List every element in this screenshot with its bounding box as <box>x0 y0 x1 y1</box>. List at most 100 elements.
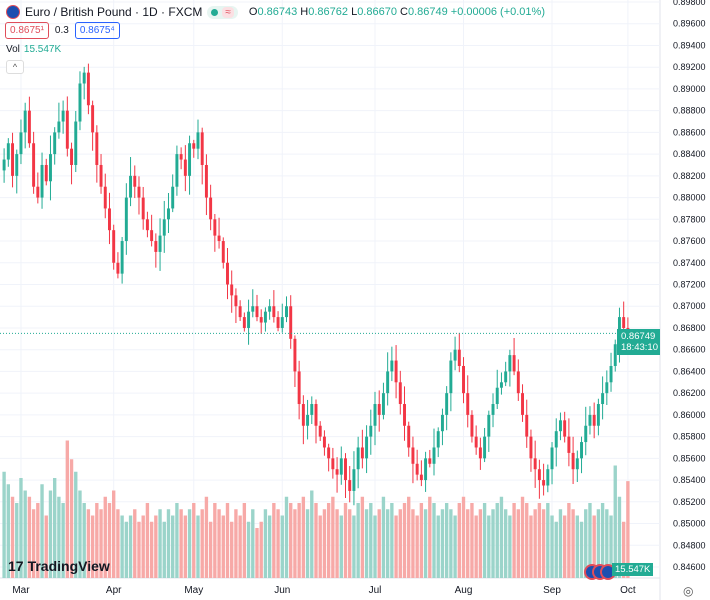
volume-bar <box>529 515 533 578</box>
candle-body <box>82 72 86 84</box>
volume-bar <box>310 490 314 578</box>
candle-body <box>449 360 453 394</box>
volume-bar <box>558 509 563 578</box>
volume-bar <box>596 509 601 578</box>
volume-bar <box>314 503 318 578</box>
candle-body <box>154 241 158 252</box>
candle-body <box>259 317 263 323</box>
candle-body <box>242 317 246 328</box>
volume-bar <box>487 515 491 578</box>
candle-body <box>609 365 613 383</box>
volume-bar <box>171 515 175 578</box>
volume-bar <box>457 503 461 578</box>
volume-bar <box>2 471 6 578</box>
candle-body <box>213 219 217 236</box>
volume-bar <box>145 503 150 578</box>
buy-button[interactable]: 0.8675⁴ <box>74 22 120 39</box>
volume-bar <box>508 515 512 578</box>
volume-bar <box>133 509 137 578</box>
volume-bar <box>584 509 588 578</box>
volume-bar <box>516 509 520 578</box>
candle-body <box>453 349 457 361</box>
candle-body <box>499 382 503 388</box>
volume-bar <box>82 503 86 578</box>
price-tick-label: 0.84800 <box>673 540 706 550</box>
candle-body <box>580 442 584 459</box>
volume-bar <box>44 515 48 578</box>
candle-body <box>487 414 491 437</box>
volume-bar <box>398 509 402 578</box>
volume-bar <box>65 440 70 578</box>
candle-body <box>289 306 293 339</box>
collapse-legend-button[interactable]: ^ <box>6 60 24 74</box>
close-value: 0.86749 <box>407 6 448 18</box>
price-tick-label: 0.88000 <box>673 193 706 203</box>
candle-body <box>369 425 373 437</box>
volume-value: 15.547K <box>23 44 62 55</box>
candle-body <box>504 371 508 383</box>
candle-body <box>11 143 15 176</box>
candle-body <box>230 284 234 296</box>
month-label: Aug <box>455 585 473 596</box>
volume-bar <box>276 509 280 578</box>
candle-body <box>356 447 360 470</box>
price-tick-label: 0.87200 <box>673 280 706 290</box>
candle-body <box>390 360 394 372</box>
volume-legend: Vol 15.547K <box>6 44 61 55</box>
volume-bar <box>6 484 11 578</box>
candle-body <box>588 414 592 426</box>
ohlc-values: O0.86743 H0.86762 L0.86670 C0.86749 +0.0… <box>248 6 545 18</box>
volume-bar <box>546 503 550 578</box>
tradingview-logo[interactable]: 17 TradingView <box>8 558 110 574</box>
volume-bar <box>69 459 74 578</box>
volume-bar <box>90 515 95 578</box>
candle-body <box>99 164 103 187</box>
candle-body <box>86 72 90 106</box>
volume-bar <box>196 515 200 578</box>
candle-body <box>386 371 390 394</box>
volume-bar <box>40 484 44 578</box>
volume-bar <box>474 515 478 578</box>
volume-bar <box>61 503 65 578</box>
candle-body <box>48 154 52 182</box>
eur-gbp-flag-icon <box>6 5 20 19</box>
sell-button[interactable]: 0.8675¹ <box>5 22 49 39</box>
candle-body <box>15 154 19 176</box>
candle-body <box>36 186 40 198</box>
candle-body <box>344 458 347 481</box>
volume-bar <box>381 496 386 578</box>
market-status-pill[interactable]: ≈ <box>207 5 238 19</box>
settings-gear-icon[interactable]: ◎ <box>683 584 694 598</box>
candle-body <box>596 404 600 426</box>
candle-body <box>306 414 310 426</box>
candle-body <box>563 420 567 437</box>
volume-bar <box>335 509 339 578</box>
candle-body <box>133 175 137 187</box>
volume-bar <box>200 509 204 578</box>
candle-body <box>537 469 541 481</box>
volume-bar <box>112 490 116 578</box>
volume-bar <box>440 509 445 578</box>
candle-body <box>95 132 99 165</box>
volume-bar <box>609 515 613 578</box>
price-tick-label: 0.89400 <box>673 40 706 50</box>
candle-body <box>516 371 520 394</box>
candle-body <box>6 143 10 160</box>
candle-body <box>554 431 558 448</box>
candle-body <box>91 105 95 133</box>
volume-bar <box>280 515 284 578</box>
symbol-title[interactable]: Euro / British Pound · 1D · FXCM <box>25 5 203 19</box>
price-tick-label: 0.89000 <box>673 84 706 94</box>
volume-bar <box>352 515 356 578</box>
volume-bar <box>301 496 306 578</box>
volume-bar <box>120 515 124 578</box>
candle-body <box>445 393 449 415</box>
volume-bar <box>575 515 580 578</box>
volume-bar <box>158 509 162 578</box>
volume-bar <box>348 509 352 578</box>
candle-body <box>613 344 617 366</box>
candle-body <box>141 197 145 220</box>
volume-bar <box>550 515 554 578</box>
volume-bar <box>588 503 592 578</box>
